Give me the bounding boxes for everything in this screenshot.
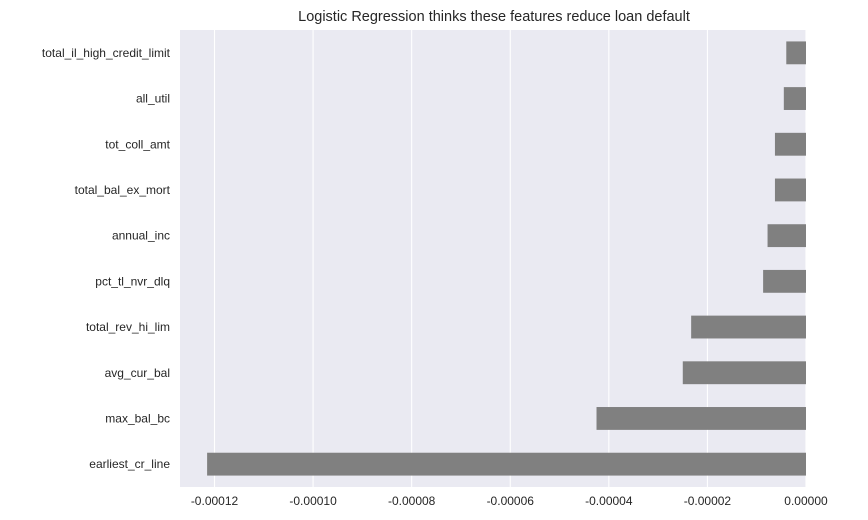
bar-annual-inc <box>767 224 806 248</box>
x-tick-label: 0.00000 <box>784 494 828 508</box>
bar-earliest-cr-line <box>207 452 806 476</box>
y-tick-labels: total_il_high_credit_limit all_util tot_co… <box>42 46 171 471</box>
bar-total-il-high-credit-limit <box>786 41 806 65</box>
x-tick-label: -0.00002 <box>684 494 732 508</box>
y-tick-label: total_rev_hi_lim <box>86 320 170 334</box>
x-tick-label: -0.00008 <box>388 494 436 508</box>
bar-avg-cur-bal <box>682 361 806 385</box>
y-tick-label: pct_tl_nvr_dlq <box>95 274 170 288</box>
x-tick-label: -0.00010 <box>289 494 337 508</box>
bar-pct-tl-nvr-dlq <box>763 269 806 293</box>
x-tick-label: -0.00006 <box>487 494 535 508</box>
chart-title: Logistic Regression thinks these feature… <box>298 9 690 25</box>
bars <box>207 41 806 476</box>
x-tick-label: -0.00004 <box>585 494 633 508</box>
y-tick-label: earliest_cr_line <box>89 457 170 471</box>
bar-total-rev-hi-lim <box>691 315 806 339</box>
bar-total-bal-ex-mort <box>774 178 806 202</box>
x-tick-label: -0.00012 <box>191 494 239 508</box>
bar-all-util <box>783 87 806 110</box>
y-tick-label: avg_cur_bal <box>105 366 170 380</box>
y-tick-label: max_bal_bc <box>105 411 170 425</box>
x-tick-labels: -0.00012 -0.00010 -0.00008 -0.00006 -0.00004… <box>191 494 828 508</box>
y-tick-label: total_il_high_credit_limit <box>42 46 171 60</box>
y-tick-label: tot_coll_amt <box>105 137 170 151</box>
y-tick-label: total_bal_ex_mort <box>75 183 171 197</box>
y-tick-label: annual_inc <box>112 229 170 243</box>
bar-tot-coll-amt <box>774 132 806 156</box>
bar-max-bal-bc <box>596 407 806 430</box>
y-tick-label: all_util <box>136 92 170 106</box>
